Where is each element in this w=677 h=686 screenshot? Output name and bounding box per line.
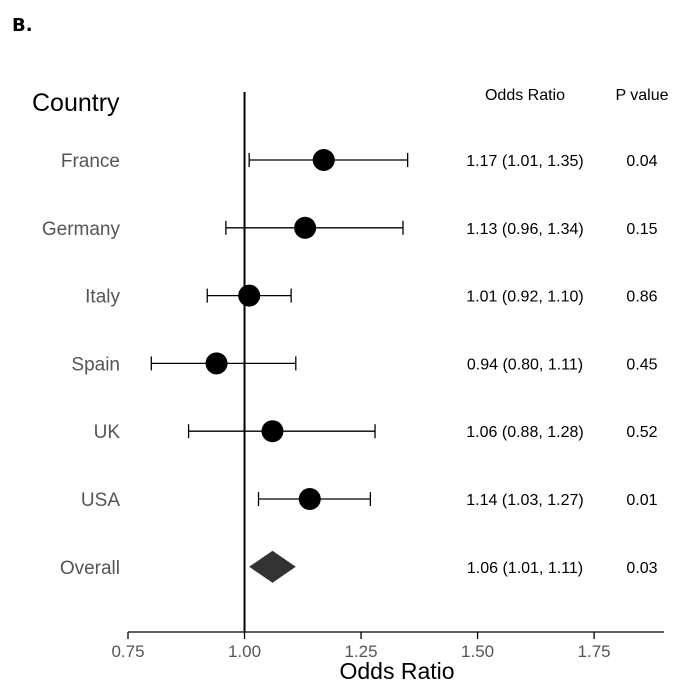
point-estimate-spain xyxy=(205,352,228,375)
or-value-overall: 1.06 (1.01, 1.11) xyxy=(467,560,583,577)
point-estimate-usa xyxy=(298,488,321,510)
point-estimate-germany xyxy=(294,216,317,239)
x-tick-label: 1.25 xyxy=(344,642,377,661)
p-value-overall: 0.03 xyxy=(626,560,657,577)
country-label-usa: USA xyxy=(81,490,120,511)
x-tick-label: 1.50 xyxy=(461,642,494,661)
p-value-usa: 0.01 xyxy=(626,492,657,509)
panel-label: B. xyxy=(12,15,33,36)
or-value-usa: 1.14 (1.03, 1.27) xyxy=(466,492,583,509)
row-text: France 1.17 (1.01, 1.35) 0.04 Germany 1.13 (… xyxy=(42,151,658,579)
plot-area xyxy=(150,92,409,632)
x-axis: 0.75 1.00 1.25 1.50 1.75 xyxy=(111,631,664,661)
or-column-header: Odds Ratio xyxy=(485,87,565,104)
row-header: Country xyxy=(32,89,120,117)
country-label-france: France xyxy=(61,151,120,172)
or-value-france: 1.17 (1.01, 1.35) xyxy=(466,153,583,170)
p-value-italy: 0.86 xyxy=(626,289,657,306)
p-value-uk: 0.52 xyxy=(626,424,657,441)
p-value-spain: 0.45 xyxy=(626,356,657,373)
country-label-uk: UK xyxy=(94,422,121,443)
or-value-uk: 1.06 (0.88, 1.28) xyxy=(466,424,583,441)
country-label-italy: Italy xyxy=(85,287,120,308)
country-label-spain: Spain xyxy=(71,354,120,375)
country-label-germany: Germany xyxy=(42,219,121,240)
or-value-spain: 0.94 (0.80, 1.11) xyxy=(467,356,583,373)
or-value-italy: 1.01 (0.92, 1.10) xyxy=(466,289,583,306)
summary-diamond xyxy=(249,550,296,583)
x-tick-label: 1.75 xyxy=(578,642,611,661)
x-tick-label: 0.75 xyxy=(111,642,144,661)
point-estimate-france xyxy=(312,149,335,171)
p-value-france: 0.04 xyxy=(626,153,657,170)
point-estimate-italy xyxy=(238,284,261,307)
x-axis-title: Odds Ratio xyxy=(339,658,454,684)
p-value-germany: 0.15 xyxy=(626,221,657,238)
x-tick-label: 1.00 xyxy=(228,642,261,661)
country-label-overall: Overall xyxy=(60,558,120,579)
or-value-germany: 1.13 (0.96, 1.34) xyxy=(466,221,583,238)
p-column-header: P value xyxy=(615,87,668,104)
point-estimate-uk xyxy=(261,420,284,443)
